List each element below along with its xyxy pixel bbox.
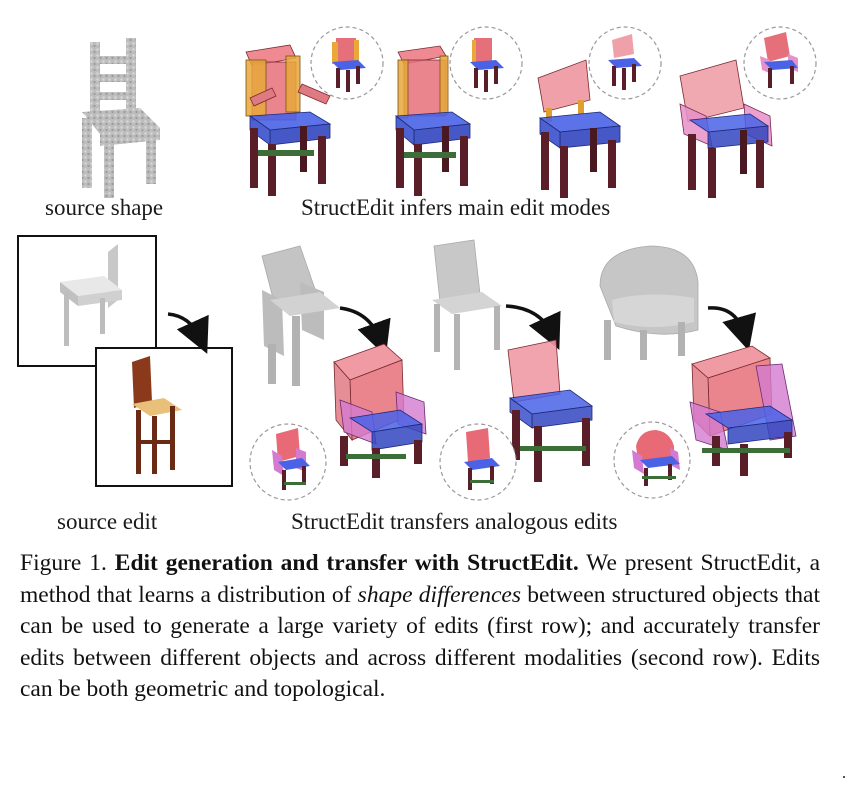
edit-mode-chair-2 <box>394 45 472 196</box>
inset-chair-1 <box>332 38 366 92</box>
inset-tubchair-7 <box>632 430 680 486</box>
transfer-tubchair-3 <box>689 345 797 476</box>
teaser-figure <box>17 26 817 501</box>
inset-chair-2 <box>470 38 504 92</box>
target-armchair-grey <box>261 245 340 386</box>
caption-text-2: between structured objects that can be u… <box>20 581 820 703</box>
edit-mode-chair-1 <box>245 44 332 196</box>
caption-figure-number: Figure 1. <box>20 550 107 576</box>
stray-dot <box>843 776 845 778</box>
edit-mode-chair-3 <box>537 59 622 198</box>
inset-chair-3 <box>608 34 642 90</box>
source-shape-pointcloud <box>82 38 160 198</box>
arrow-1 <box>339 306 391 357</box>
edit-mode-chair-4 <box>679 59 773 198</box>
target-sidechair-grey <box>432 239 502 370</box>
transfer-sidechair-2 <box>507 339 594 482</box>
label-transfers-edits: StructEdit transfers analogous edits <box>291 509 618 534</box>
source-edit-box-after <box>95 347 233 487</box>
inset-chair-4 <box>760 32 798 88</box>
source-edit-box-before <box>17 235 157 367</box>
caption-emphasis: shape differences <box>357 581 521 608</box>
arrow-2 <box>505 304 561 350</box>
arrow-3 <box>707 306 757 351</box>
label-source-edit: source edit <box>57 509 158 534</box>
caption-title: Edit generation and transfer with Struct… <box>114 550 579 576</box>
transfer-armchair-1 <box>333 343 427 478</box>
target-tubchair-grey <box>599 245 699 360</box>
label-source-shape: source shape <box>45 195 164 220</box>
inset-sidechair-6 <box>464 428 500 490</box>
inset-armchair-5 <box>272 428 310 490</box>
label-infers-edit-modes: StructEdit infers main edit modes <box>301 195 611 220</box>
arrow-source <box>167 312 209 354</box>
caption-text-1: We present StructEdit, a method that lea… <box>20 550 820 608</box>
figure-caption: Figure 1. Edit generation and transfer w… <box>20 548 820 706</box>
